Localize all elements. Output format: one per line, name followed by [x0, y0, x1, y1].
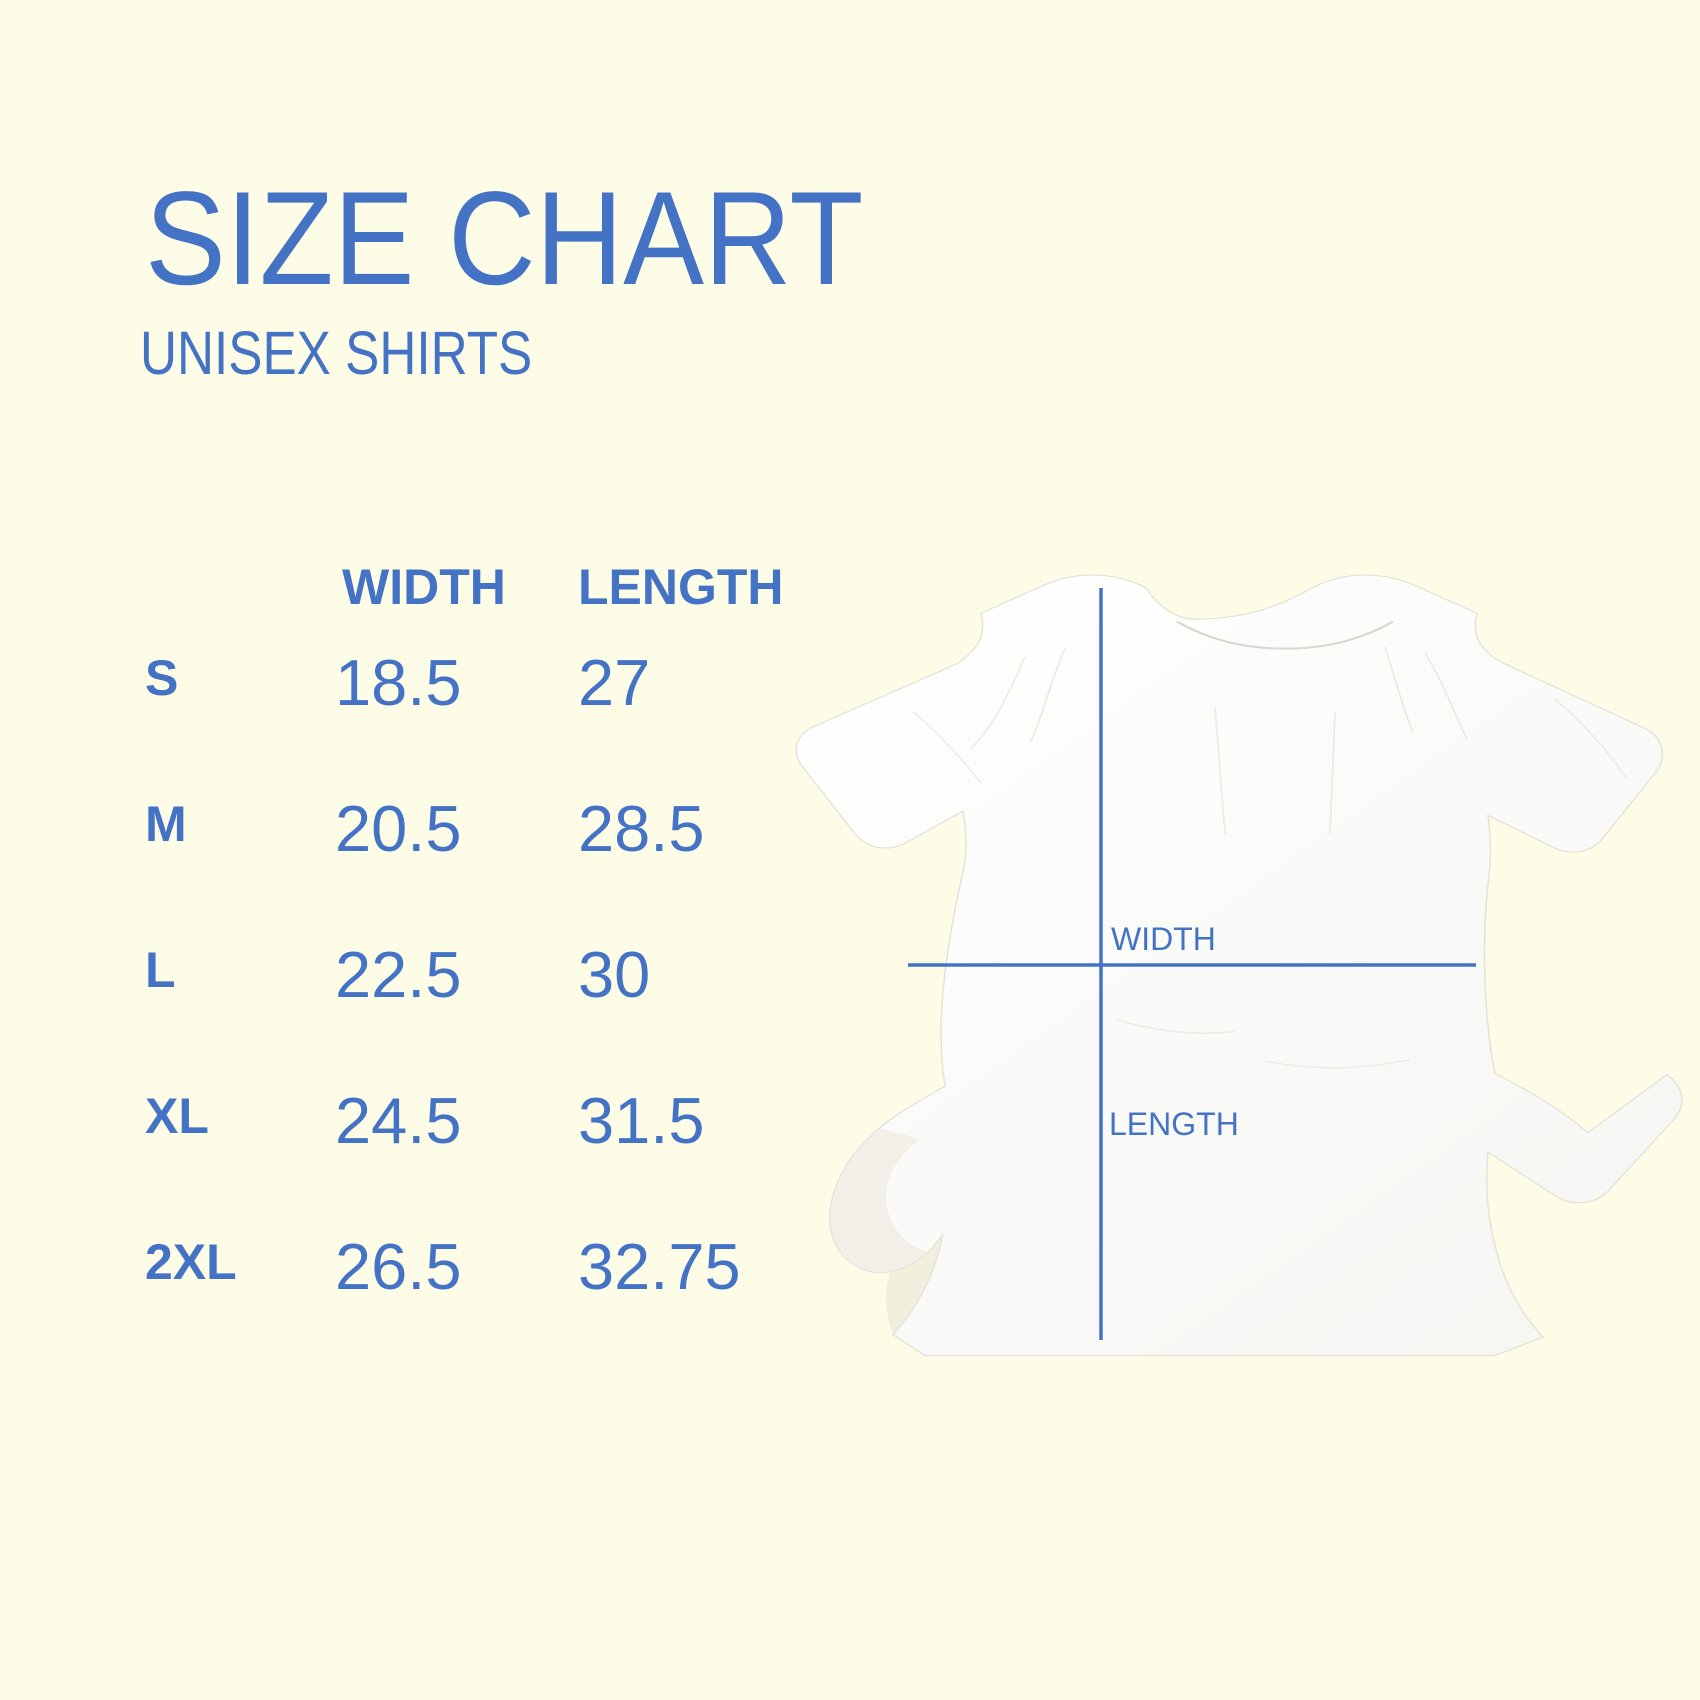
svg-text:LENGTH: LENGTH: [1109, 1106, 1239, 1142]
svg-text:WIDTH: WIDTH: [1111, 921, 1216, 957]
